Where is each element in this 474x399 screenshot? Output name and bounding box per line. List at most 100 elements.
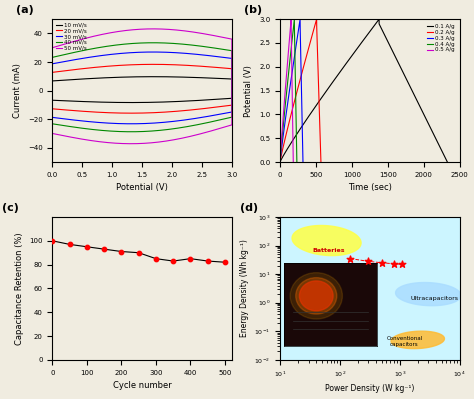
0.2 A/g xyxy=(318,160,324,164)
50 mV/s xyxy=(150,26,156,31)
30 mV/s xyxy=(128,121,134,126)
Line: 20 mV/s: 20 mV/s xyxy=(52,64,232,113)
0.2 A/g xyxy=(307,43,312,48)
Point xyxy=(204,258,211,264)
0.4 A/g xyxy=(293,98,299,103)
40 mV/s xyxy=(128,129,134,134)
0.2 A/g xyxy=(318,152,324,157)
X-axis label: Potential (V): Potential (V) xyxy=(116,183,168,192)
Text: (d): (d) xyxy=(240,203,259,213)
0.2 A/g xyxy=(306,44,312,49)
0.1 A/g xyxy=(441,152,447,157)
0.5 A/g xyxy=(288,18,294,22)
10 mV/s xyxy=(49,79,55,83)
0.3 A/g xyxy=(295,30,301,34)
50 mV/s xyxy=(128,141,134,146)
30 mV/s xyxy=(166,119,172,124)
0.2 A/g xyxy=(310,30,316,34)
0.5 A/g xyxy=(287,30,293,34)
20 mV/s xyxy=(49,70,55,75)
40 mV/s xyxy=(49,55,55,60)
40 mV/s xyxy=(136,41,142,45)
30 mV/s xyxy=(100,53,106,58)
0.3 A/g xyxy=(300,152,306,157)
Line: 0.4 A/g: 0.4 A/g xyxy=(280,19,297,162)
0.5 A/g xyxy=(290,98,295,103)
20 mV/s xyxy=(150,62,156,67)
20 mV/s xyxy=(128,111,134,116)
Point xyxy=(66,241,73,247)
Point xyxy=(152,255,160,262)
Line: 40 mV/s: 40 mV/s xyxy=(52,43,232,132)
0.5 A/g xyxy=(286,44,292,49)
0.2 A/g xyxy=(313,18,319,22)
0.1 A/g xyxy=(375,18,381,22)
Polygon shape xyxy=(396,282,461,306)
Point xyxy=(390,261,398,267)
0.1 A/g xyxy=(356,44,361,49)
Line: 50 mV/s: 50 mV/s xyxy=(52,29,232,144)
40 mV/s xyxy=(100,44,106,49)
20 mV/s xyxy=(166,109,172,114)
Point xyxy=(365,258,372,265)
Point xyxy=(100,246,108,252)
0.3 A/g xyxy=(297,18,303,22)
Line: 0.5 A/g: 0.5 A/g xyxy=(280,19,293,162)
0.4 A/g xyxy=(294,160,300,164)
0.1 A/g xyxy=(357,43,363,48)
0.3 A/g xyxy=(293,44,299,49)
0.4 A/g xyxy=(292,17,297,22)
30 mV/s xyxy=(49,61,55,66)
Legend: 0.1 A/g, 0.2 A/g, 0.3 A/g, 0.4 A/g, 0.5 A/g: 0.1 A/g, 0.2 A/g, 0.3 A/g, 0.4 A/g, 0.5 … xyxy=(424,22,457,55)
Point xyxy=(169,258,177,264)
0.4 A/g xyxy=(292,18,297,22)
0.4 A/g xyxy=(290,30,296,34)
Y-axis label: Energy Density (Wh kg⁻¹): Energy Density (Wh kg⁻¹) xyxy=(240,239,249,338)
Text: Conventional
capacitors: Conventional capacitors xyxy=(386,336,423,347)
40 mV/s xyxy=(150,40,156,45)
Text: (a): (a) xyxy=(17,6,34,16)
0.4 A/g xyxy=(294,152,300,157)
Point xyxy=(378,260,385,266)
20 mV/s xyxy=(184,108,190,113)
30 mV/s xyxy=(222,111,228,116)
0.3 A/g xyxy=(300,160,306,164)
Text: (b): (b) xyxy=(244,6,262,16)
50 mV/s xyxy=(100,32,106,37)
Y-axis label: Potential (V): Potential (V) xyxy=(245,65,254,117)
10 mV/s xyxy=(136,74,142,79)
10 mV/s xyxy=(100,75,106,80)
0.5 A/g xyxy=(286,43,292,48)
10 mV/s xyxy=(222,97,228,101)
10 mV/s xyxy=(128,100,134,105)
Text: (c): (c) xyxy=(2,203,19,213)
0.5 A/g xyxy=(288,17,294,22)
50 mV/s xyxy=(49,45,55,50)
30 mV/s xyxy=(100,53,106,58)
Point xyxy=(118,248,125,255)
Point xyxy=(398,261,406,268)
Text: Batteries: Batteries xyxy=(312,248,345,253)
0.1 A/g xyxy=(376,17,382,22)
Polygon shape xyxy=(292,225,361,256)
0.5 A/g xyxy=(291,160,296,164)
Point xyxy=(135,249,143,256)
Y-axis label: Current (mA): Current (mA) xyxy=(13,63,22,118)
20 mV/s xyxy=(136,62,142,67)
40 mV/s xyxy=(100,45,106,49)
30 mV/s xyxy=(49,61,55,66)
0.3 A/g xyxy=(299,98,304,103)
Legend: 10 mV/s, 20 mV/s, 30 mV/s, 40 mV/s, 50 mV/s: 10 mV/s, 20 mV/s, 30 mV/s, 40 mV/s, 50 m… xyxy=(55,22,87,51)
Point xyxy=(346,255,354,262)
0.3 A/g xyxy=(293,43,299,48)
0.2 A/g xyxy=(314,17,319,22)
40 mV/s xyxy=(184,124,190,129)
0.5 A/g xyxy=(290,152,296,157)
Y-axis label: Capacitance Retention (%): Capacitance Retention (%) xyxy=(15,232,24,345)
0.1 A/g xyxy=(414,98,419,103)
0.1 A/g xyxy=(277,160,283,164)
0.4 A/g xyxy=(289,44,294,49)
40 mV/s xyxy=(166,127,172,132)
Point xyxy=(221,259,229,265)
30 mV/s xyxy=(136,50,142,55)
